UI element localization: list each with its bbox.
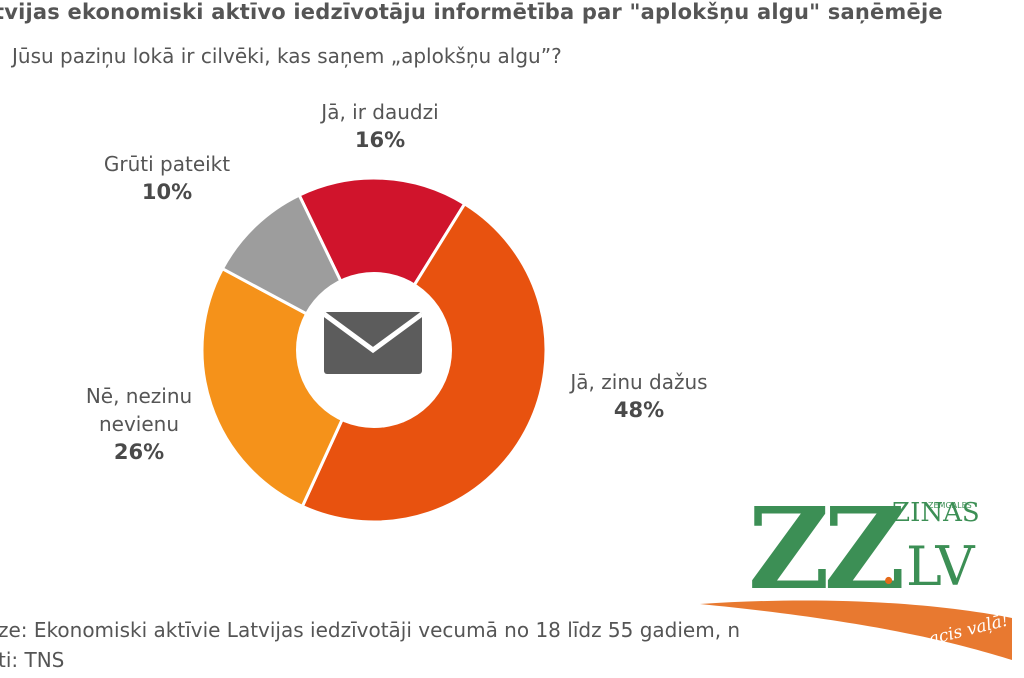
slice-category: Grūti pateikt (103, 152, 231, 176)
slice-category: nevienu (98, 412, 180, 436)
footer-source: ti: TNS (0, 648, 65, 672)
slice-category: Jā, zinu dažus (570, 370, 708, 394)
watermark-logo-zinas: ZINAS (892, 498, 980, 528)
slice-value-label: 48% (613, 398, 665, 422)
footer-sample-note: ze: Ekonomiski aktīvie Latvijas iedzīvot… (0, 618, 741, 642)
slice-value-label: 16% (354, 128, 406, 152)
slice-category: Nē, nezinu (85, 384, 193, 408)
watermark-logo-zemgales: ZEMGALES (928, 501, 972, 510)
chart-title: tvijas ekonomiski aktīvo iedzīvotāju inf… (0, 0, 943, 24)
slice-label-ne-nezinu: Nē, nezinu nevienu 26% (44, 382, 234, 466)
watermark-logo-zz: ZZ (748, 484, 905, 615)
slice-category: Jā, ir daudzi (321, 100, 439, 124)
slice-value-label: 10% (141, 180, 193, 204)
watermark-logo-dot: . (880, 533, 898, 596)
slice-value-label: 26% (113, 440, 165, 464)
slice-label-ja-zinu-dazus: Jā, zinu dažus 48% (534, 368, 744, 424)
slice-label-ja-ir-daudzi: Jā, ir daudzi 16% (300, 98, 460, 154)
watermark-logo-lv: LV (906, 535, 975, 598)
envelope-icon (322, 311, 424, 374)
chart-subtitle: Jūsu paziņu lokā ir cilvēki, kas saņem „… (12, 44, 562, 68)
slice-label-gruti-pateikt: Grūti pateikt 10% (72, 150, 262, 206)
